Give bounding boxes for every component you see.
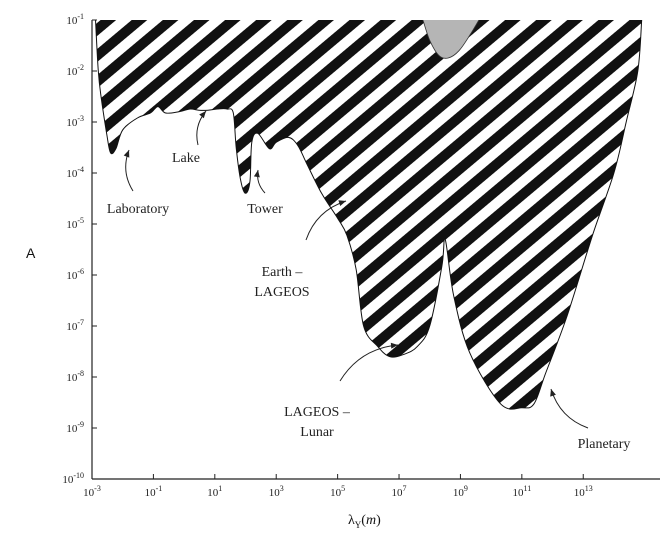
x-tick-exponent: 7 (403, 484, 407, 493)
x-tick-exponent: 13 (585, 484, 593, 493)
y-tick-base: 10 (66, 168, 78, 180)
x-tick-label: 1011 (512, 484, 531, 499)
excluded-region (95, 20, 643, 410)
x-tick-label: 105 (330, 484, 345, 499)
y-tick-base: 10 (66, 321, 78, 333)
x-tick-base: 10 (574, 487, 586, 499)
annotation-planetary: Planetary (550, 388, 631, 452)
y-tick-base: 10 (66, 66, 78, 78)
y-tick-label: 10-6 (66, 267, 84, 282)
y-tick-label: 10-7 (66, 318, 84, 333)
annotation-earth-lageos: Earth – LAGEOS (254, 200, 347, 300)
y-tick-base: 10 (66, 15, 78, 27)
x-tick-exponent: -3 (94, 484, 101, 493)
y-tick-exponent: -3 (77, 114, 84, 123)
annotation-lake: Lake (172, 110, 207, 166)
y-tick-base: 10 (66, 372, 78, 384)
annotation-laboratory: Laboratory (107, 149, 169, 217)
x-axis-label-subscript: Y (355, 520, 362, 530)
annotation-label: Planetary (578, 437, 631, 452)
x-tick-exponent: 11 (523, 484, 531, 493)
x-tick-label: 103 (269, 484, 284, 499)
x-tick-label: 101 (207, 484, 222, 499)
x-tick-base: 10 (512, 487, 524, 499)
y-tick-base: 10 (66, 117, 78, 129)
annotation-label: Earth – (262, 265, 304, 280)
x-tick-base: 10 (207, 487, 219, 499)
x-axis-label-paren-open: ( (361, 513, 366, 528)
x-tick-exponent: 1 (218, 484, 222, 493)
x-tick-base: 10 (392, 487, 404, 499)
annotation-lageos-lunar: LAGEOS – Lunar (284, 342, 399, 440)
x-tick-base: 10 (83, 487, 95, 499)
y-tick-label: 10-3 (66, 114, 84, 129)
x-tick-label: 109 (453, 484, 468, 499)
annotation-tower: Tower (247, 169, 283, 217)
x-tick-exponent: 3 (280, 484, 284, 493)
x-tick-base: 10 (453, 487, 465, 499)
annotation-arrowhead (199, 111, 206, 119)
y-tick-label: 10-5 (66, 216, 84, 231)
annotations: Laboratory Lake Tower Earth – LAGEOS LAGEOS –… (107, 110, 631, 452)
annotation-arrowhead (123, 150, 130, 158)
annotation-arrowhead (550, 389, 556, 397)
x-axis-label: λY(m) (348, 513, 381, 530)
y-axis-label: A (26, 245, 36, 261)
x-tick-label: 10-1 (145, 484, 163, 499)
x-axis-label-symbol: λ (348, 513, 355, 528)
y-tick-base: 10 (66, 423, 78, 435)
annotation-label: Laboratory (107, 202, 169, 217)
annotation-label: Tower (247, 202, 283, 217)
x-tick-exponent: -1 (156, 484, 163, 493)
y-tick-label: 10-2 (66, 63, 84, 78)
y-tick-exponent: -8 (77, 369, 84, 378)
x-tick-exponent: 9 (464, 484, 468, 493)
y-tick-base: 10 (66, 270, 78, 282)
x-tick-label: 10-3 (83, 484, 101, 499)
x-axis-label-unit: m (366, 513, 376, 528)
y-tick-exponent: -5 (77, 216, 84, 225)
x-tick-base: 10 (269, 487, 281, 499)
x-tick-label: 1013 (574, 484, 593, 499)
x-tick-base: 10 (330, 487, 342, 499)
annotation-label: Lunar (300, 425, 334, 440)
annotation-label: LAGEOS (254, 285, 309, 300)
annotation-label: Lake (172, 151, 200, 166)
gray-region (422, 20, 480, 59)
y-tick-label: 10-9 (66, 420, 84, 435)
y-tick-exponent: -2 (77, 63, 84, 72)
y-tick-label: 10-8 (66, 369, 84, 384)
y-tick-label: 10-10 (62, 471, 84, 486)
x-tick-base: 10 (145, 487, 157, 499)
y-tick-exponent: -9 (77, 420, 84, 429)
x-axis-label-paren-close: ) (376, 513, 381, 528)
annotation-arrowhead (253, 170, 260, 178)
y-tick-base: 10 (62, 474, 74, 486)
annotation-arrowhead (390, 342, 398, 349)
y-tick-label: 10-1 (66, 12, 84, 27)
y-tick-exponent: -4 (77, 165, 84, 174)
annotation-label: LAGEOS – (284, 405, 351, 420)
y-tick-exponent: -10 (73, 471, 84, 480)
y-tick-label: 10-4 (66, 165, 84, 180)
y-tick-base: 10 (66, 219, 78, 231)
y-tick-exponent: -1 (77, 12, 84, 21)
x-tick-label: 107 (392, 484, 407, 499)
y-tick-exponent: -6 (77, 267, 84, 276)
annotation-arrowhead (338, 200, 346, 206)
y-tick-exponent: -7 (77, 318, 84, 327)
x-tick-exponent: 5 (341, 484, 345, 493)
